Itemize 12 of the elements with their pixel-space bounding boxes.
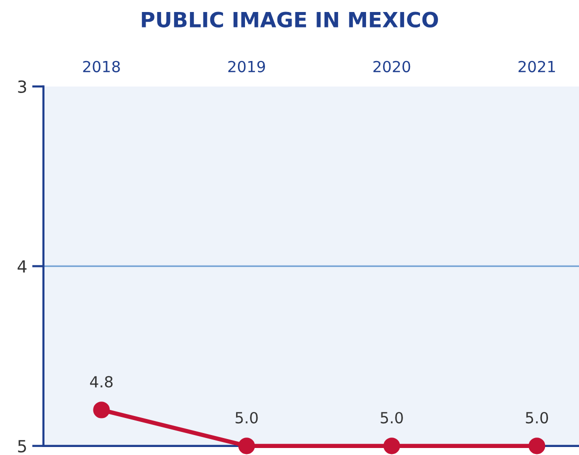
data-label: 5.0 [236,412,258,424]
x-tick-label: 2018 [83,60,120,72]
x-tick-label: 2019 [228,60,265,72]
x-tick-label: 2020 [373,60,410,72]
data-label: 5.0 [380,412,403,424]
data-label: 5.0 [526,412,548,424]
x-tick-label: 2021 [518,60,555,72]
chart-title: PUBLIC IMAGE IN MEXICO [142,12,438,28]
y-tick-label: 3 [18,80,26,94]
y-tick-label: 5 [18,440,26,452]
data-label: 4.8 [90,376,113,388]
y-tick-label: 4 [18,260,27,273]
